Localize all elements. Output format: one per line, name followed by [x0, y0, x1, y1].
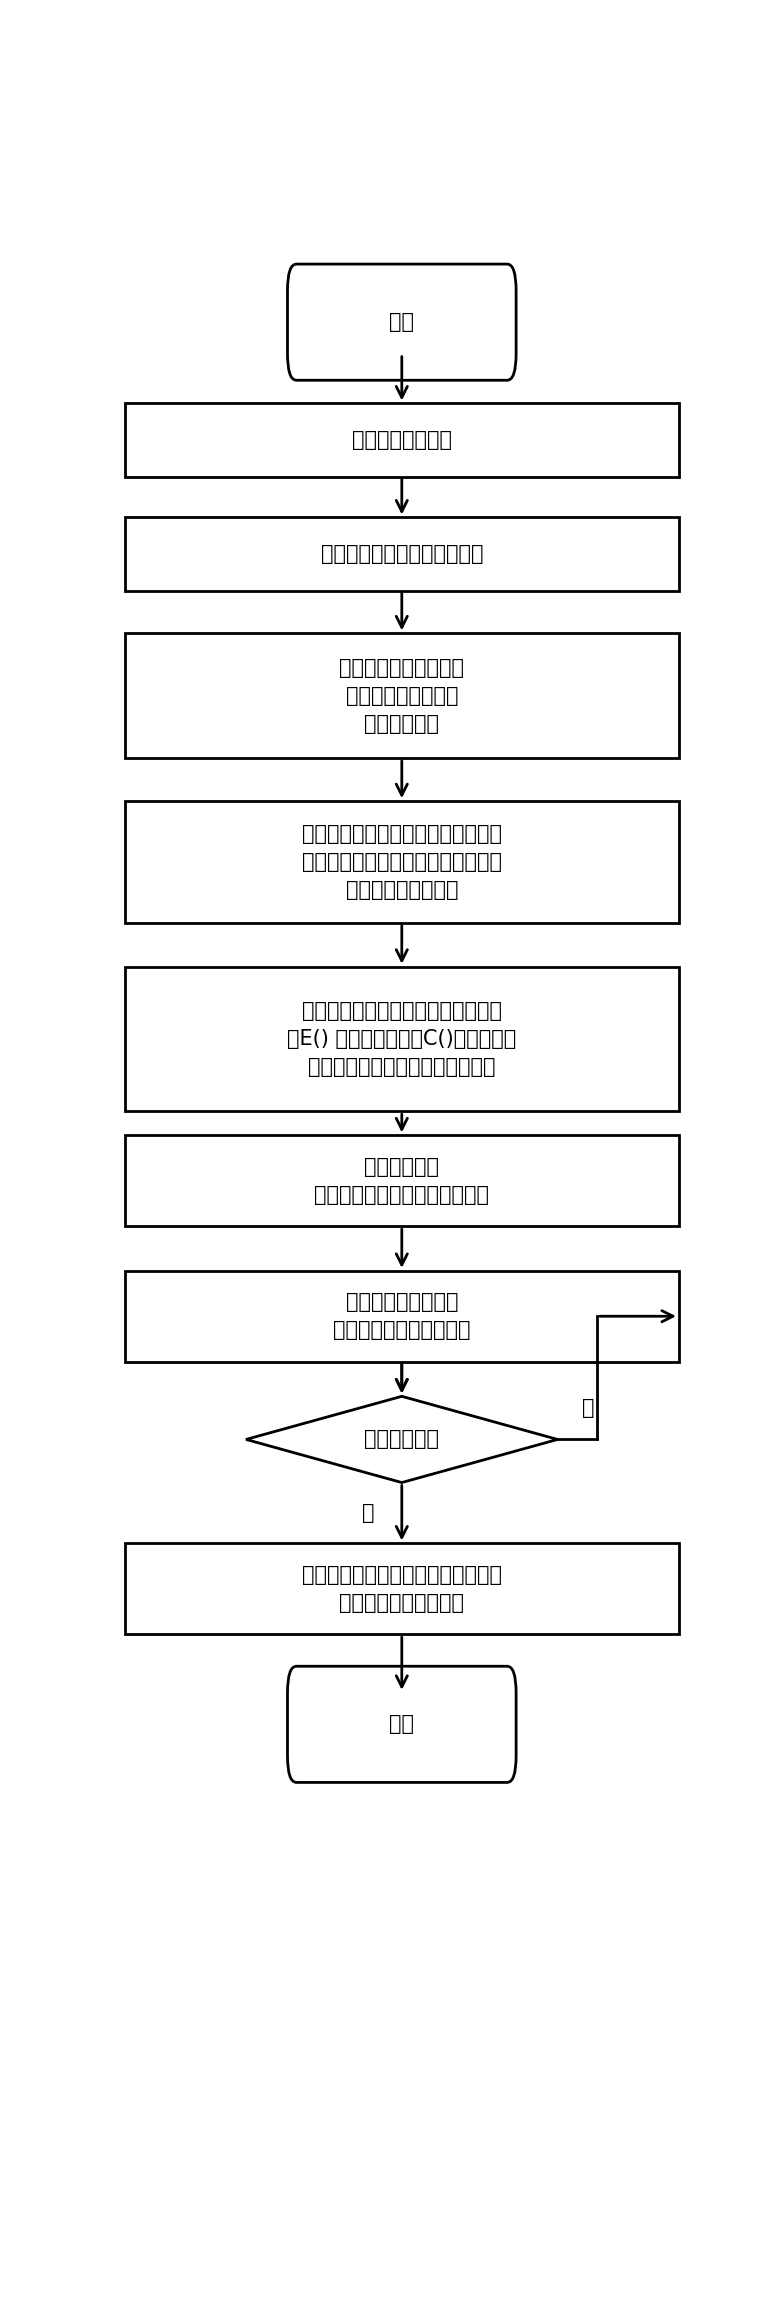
Bar: [125, 800, 679, 923]
Bar: [125, 1544, 679, 1635]
Bar: [125, 1271, 679, 1361]
Text: 确定优化目标
分为分类损失和回归损失两部分: 确定优化目标 分为分类损失和回归损失两部分: [314, 1157, 489, 1204]
Text: 开始: 开始: [390, 313, 414, 332]
Text: 否: 否: [582, 1398, 594, 1417]
Text: 是: 是: [362, 1503, 375, 1524]
Text: 获取可见类数据集: 获取可见类数据集: [352, 429, 452, 450]
Text: 使用自然语言处理模型
对语义信息进行处理
得到语义向量: 使用自然语言处理模型 对语义信息进行处理 得到语义向量: [339, 659, 464, 733]
Bar: [125, 404, 679, 478]
Polygon shape: [246, 1396, 557, 1482]
Text: 获取未见类及可见类语义信息: 获取未见类及可见类语义信息: [321, 545, 483, 564]
Bar: [125, 1136, 679, 1227]
Text: 搞建分类模型，模型分为特征提取模
型E() 及特征分类模型C()，特征提取
模型的输出作为特征分类模型输入: 搞建分类模型，模型分为特征提取模 型E() 及特征分类模型C()，特征提取 模型…: [287, 1002, 517, 1076]
FancyBboxPatch shape: [288, 1667, 516, 1783]
Text: 训练是否完成: 训练是否完成: [365, 1429, 439, 1449]
Text: 根据语义向量，计算各个未见类与所
有可见类之间的距离，经过归一化处
理后得到相似性得分: 根据语义向量，计算各个未见类与所 有可见类之间的距离，经过归一化处 理后得到相似…: [302, 823, 502, 900]
Text: 训练完成后利用少量的未见类样本对
模型分类能力进行测试: 训练完成后利用少量的未见类样本对 模型分类能力进行测试: [302, 1565, 502, 1612]
Text: 结束: 结束: [390, 1714, 414, 1735]
Bar: [125, 633, 679, 758]
FancyBboxPatch shape: [288, 264, 516, 380]
Text: 利用可见类数据集和
相似性得分训练分类模型: 利用可见类数据集和 相似性得分训练分类模型: [333, 1292, 470, 1340]
Bar: [125, 967, 679, 1111]
Bar: [125, 517, 679, 591]
